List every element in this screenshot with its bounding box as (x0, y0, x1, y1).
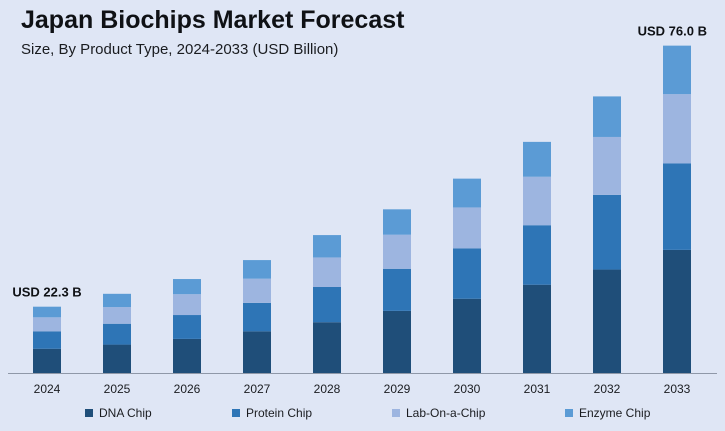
bar-segment-lab-on-a-chip-2032 (593, 136, 621, 195)
x-tick-label: 2033 (664, 382, 691, 396)
bar-segment-enzyme-chip-2029 (383, 209, 411, 235)
legend-label: DNA Chip (99, 406, 152, 420)
total-annotation-2033: USD 76.0 B (638, 24, 707, 39)
chart-subtitle: Size, By Product Type, 2024-2033 (USD Bi… (21, 41, 339, 58)
bar-segment-enzyme-chip-2026 (173, 279, 201, 295)
chart-legend: DNA Chip Protein Chip Lab-On-a-Chip Enzyme … (0, 406, 725, 426)
bar-segment-protein-chip-2031 (523, 225, 551, 285)
bar-segment-enzyme-chip-2033 (663, 45, 691, 95)
x-tick-label: 2028 (314, 382, 341, 396)
bar-segment-lab-on-a-chip-2026 (173, 294, 201, 316)
x-tick-label: 2031 (524, 382, 551, 396)
bar-segment-dna-chip-2026 (173, 338, 201, 373)
bar-segment-lab-on-a-chip-2024 (33, 317, 61, 332)
legend-item-enzyme-chip: Enzyme Chip (565, 406, 650, 420)
total-annotation-2024: USD 22.3 B (12, 285, 81, 300)
legend-swatch (232, 409, 240, 417)
bar-segment-protein-chip-2030 (453, 248, 481, 299)
chart-title: Japan Biochips Market Forecast (21, 6, 405, 34)
bar-segment-lab-on-a-chip-2033 (663, 94, 691, 164)
bar-segment-dna-chip-2024 (33, 348, 61, 373)
bar-segment-enzyme-chip-2025 (103, 293, 131, 308)
legend-item-dna-chip: DNA Chip (85, 406, 152, 420)
bar-segment-lab-on-a-chip-2025 (103, 307, 131, 324)
x-tick-label: 2027 (244, 382, 271, 396)
bar-segment-lab-on-a-chip-2028 (313, 257, 341, 287)
bar-segment-dna-chip-2031 (523, 284, 551, 373)
bar-segment-protein-chip-2029 (383, 268, 411, 311)
bar-segment-protein-chip-2025 (103, 323, 131, 345)
bar-segment-enzyme-chip-2028 (313, 235, 341, 258)
legend-swatch (565, 409, 573, 417)
x-tick-label: 2032 (594, 382, 621, 396)
bar-segment-dna-chip-2032 (593, 269, 621, 373)
bar-segment-enzyme-chip-2032 (593, 96, 621, 137)
bar-segment-lab-on-a-chip-2027 (243, 278, 271, 303)
legend-swatch (392, 409, 400, 417)
bar-segment-lab-on-a-chip-2031 (523, 176, 551, 226)
bar-segment-protein-chip-2026 (173, 315, 201, 339)
bar-segment-dna-chip-2027 (243, 331, 271, 373)
bar-segment-lab-on-a-chip-2030 (453, 207, 481, 249)
bar-segment-protein-chip-2027 (243, 302, 271, 332)
bar-segment-enzyme-chip-2030 (453, 178, 481, 208)
legend-swatch (85, 409, 93, 417)
bar-segment-protein-chip-2028 (313, 286, 341, 323)
bar-segment-enzyme-chip-2027 (243, 260, 271, 279)
x-tick-label: 2024 (34, 382, 61, 396)
bar-segment-enzyme-chip-2024 (33, 306, 61, 318)
bar-segment-protein-chip-2024 (33, 331, 61, 349)
bar-segment-dna-chip-2029 (383, 310, 411, 373)
bar-segment-protein-chip-2032 (593, 194, 621, 270)
x-tick-label: 2030 (454, 382, 481, 396)
x-tick-label: 2026 (174, 382, 201, 396)
x-tick-label: 2025 (104, 382, 131, 396)
legend-item-protein-chip: Protein Chip (232, 406, 312, 420)
legend-label: Lab-On-a-Chip (406, 406, 486, 420)
bar-segment-dna-chip-2028 (313, 322, 341, 373)
legend-label: Enzyme Chip (579, 406, 651, 420)
bar-segment-lab-on-a-chip-2029 (383, 234, 411, 269)
bar-segment-protein-chip-2033 (663, 163, 691, 250)
bar-segment-enzyme-chip-2031 (523, 141, 551, 177)
bar-segment-dna-chip-2030 (453, 298, 481, 373)
bar-segment-dna-chip-2033 (663, 249, 691, 373)
bar-segment-dna-chip-2025 (103, 344, 131, 373)
x-tick-label: 2029 (384, 382, 411, 396)
legend-item-lab-on-a-chip: Lab-On-a-Chip (392, 406, 485, 420)
legend-label: Protein Chip (246, 406, 313, 420)
